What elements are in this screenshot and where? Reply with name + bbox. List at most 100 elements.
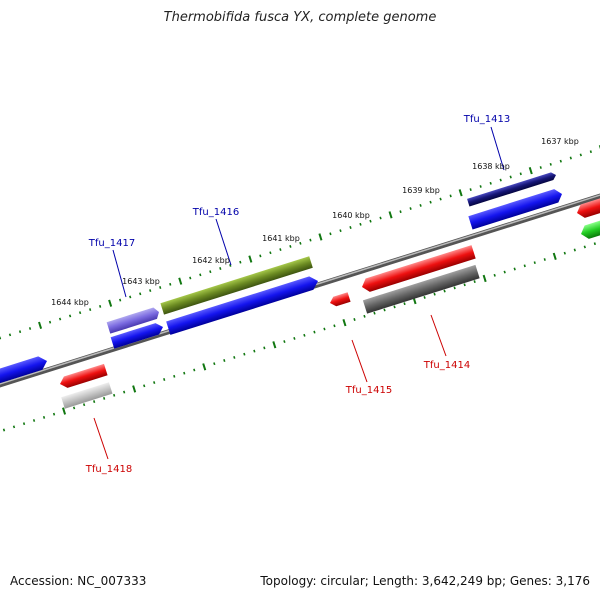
scale-label-1642-kbp: 1642 kbp: [192, 256, 230, 265]
minor-tick: [419, 203, 422, 207]
gene-tfu-1418-cds[interactable]: [61, 382, 113, 409]
minor-tick: [173, 374, 176, 378]
major-tick: [318, 233, 323, 241]
minor-tick: [259, 254, 262, 258]
minor-tick: [349, 226, 352, 229]
minor-tick: [363, 314, 366, 318]
label-line-tfu-1416: [215, 218, 232, 266]
gene-tfu-1416[interactable]: [160, 256, 313, 315]
minor-tick: [523, 264, 526, 268]
minor-tick: [159, 286, 162, 289]
minor-tick: [283, 340, 286, 344]
gene-tfu-1417-cds[interactable]: [110, 321, 165, 349]
gene-label-tfu-1417[interactable]: Tfu_1417: [88, 238, 135, 249]
gene-label-tfu-1413[interactable]: Tfu_1413: [463, 114, 510, 125]
minor-tick: [129, 295, 132, 299]
minor-tick: [563, 251, 566, 255]
scale-label-1644-kbp: 1644 kbp: [51, 298, 89, 307]
minor-tick: [379, 216, 382, 220]
minor-tick: [569, 156, 572, 160]
minor-tick: [499, 178, 502, 182]
scale-label-1641-kbp: 1641 kbp: [262, 234, 300, 243]
minor-tick: [323, 327, 326, 331]
minor-tick: [373, 311, 376, 315]
minor-tick: [463, 283, 466, 287]
minor-tick: [513, 267, 516, 271]
gene-label-tfu-1414[interactable]: Tfu_1414: [423, 360, 470, 371]
minor-tick: [269, 251, 272, 255]
minor-tick: [439, 197, 442, 201]
gene-tfu-1417[interactable]: [106, 306, 161, 334]
minor-tick: [353, 318, 356, 321]
minor-tick: [243, 352, 246, 356]
minor-tick: [229, 263, 232, 267]
minor-tick: [189, 276, 192, 280]
major-tick: [552, 252, 557, 260]
gene-tfu-1415[interactable]: [328, 292, 351, 308]
minor-tick: [503, 270, 506, 274]
scale-label-1639-kbp: 1639 kbp: [402, 186, 440, 195]
minor-tick: [579, 153, 582, 157]
gene-tfu-1414[interactable]: [360, 245, 476, 294]
minor-tick: [299, 241, 302, 245]
minor-tick: [113, 393, 116, 397]
minor-tick: [253, 349, 256, 353]
minor-tick: [213, 362, 216, 366]
minor-tick: [409, 207, 412, 210]
minor-tick: [18, 330, 22, 334]
minor-tick: [119, 298, 122, 302]
minor-tick: [52, 412, 56, 416]
minor-tick: [519, 172, 522, 176]
major-tick: [272, 341, 277, 349]
gene-tfu-1413[interactable]: [468, 187, 564, 230]
gene-tfu-1418[interactable]: [58, 363, 108, 390]
minor-tick: [509, 175, 512, 179]
gene-right-edge-red[interactable]: [575, 194, 600, 219]
minor-tick: [333, 324, 336, 328]
gene-label-tfu-1418[interactable]: Tfu_1418: [85, 464, 132, 475]
major-tick: [108, 299, 113, 307]
minor-tick: [443, 289, 446, 293]
gene-right-edge-green[interactable]: [579, 215, 600, 240]
major-tick: [388, 211, 393, 219]
major-tick: [62, 407, 67, 415]
label-line-tfu-1413: [490, 126, 505, 171]
minor-tick: [239, 260, 242, 264]
minor-tick: [223, 359, 226, 362]
minor-tick: [539, 166, 542, 169]
minor-tick: [149, 289, 152, 293]
inner-scale-ticks: [2, 242, 596, 432]
major-tick: [482, 274, 487, 283]
gene-tfu-1416-cds[interactable]: [166, 274, 320, 335]
minor-tick: [303, 333, 306, 337]
gene-tfu-1414-cds[interactable]: [362, 264, 480, 314]
major-tick: [528, 167, 533, 175]
minor-tick: [22, 422, 26, 426]
minor-tick: [279, 248, 282, 252]
minor-tick: [143, 384, 146, 388]
minor-tick: [589, 150, 592, 154]
major-tick: [342, 319, 347, 327]
minor-tick: [12, 425, 16, 429]
minor-tick: [68, 314, 72, 318]
major-tick: [132, 385, 137, 393]
accession-text: Accession: NC_007333: [10, 574, 147, 588]
minor-tick: [399, 210, 402, 214]
minor-tick: [369, 219, 372, 223]
gene-left-edge-cds[interactable]: [0, 354, 49, 386]
gene-tfu-1413-dark[interactable]: [467, 171, 557, 207]
map-title: Thermobifida fusca YX, complete genome: [163, 10, 437, 25]
minor-tick: [359, 222, 362, 226]
minor-tick: [339, 229, 342, 233]
gene-label-tfu-1415[interactable]: Tfu_1415: [345, 385, 392, 396]
minor-tick: [543, 258, 546, 261]
minor-tick: [89, 308, 92, 312]
minor-tick: [293, 336, 296, 340]
minor-tick: [433, 292, 436, 296]
major-tick: [202, 363, 207, 371]
minor-tick: [139, 292, 142, 296]
minor-tick: [329, 232, 332, 236]
minor-tick: [123, 390, 126, 394]
gene-label-tfu-1416[interactable]: Tfu_1416: [192, 207, 239, 218]
minor-tick: [449, 194, 452, 198]
